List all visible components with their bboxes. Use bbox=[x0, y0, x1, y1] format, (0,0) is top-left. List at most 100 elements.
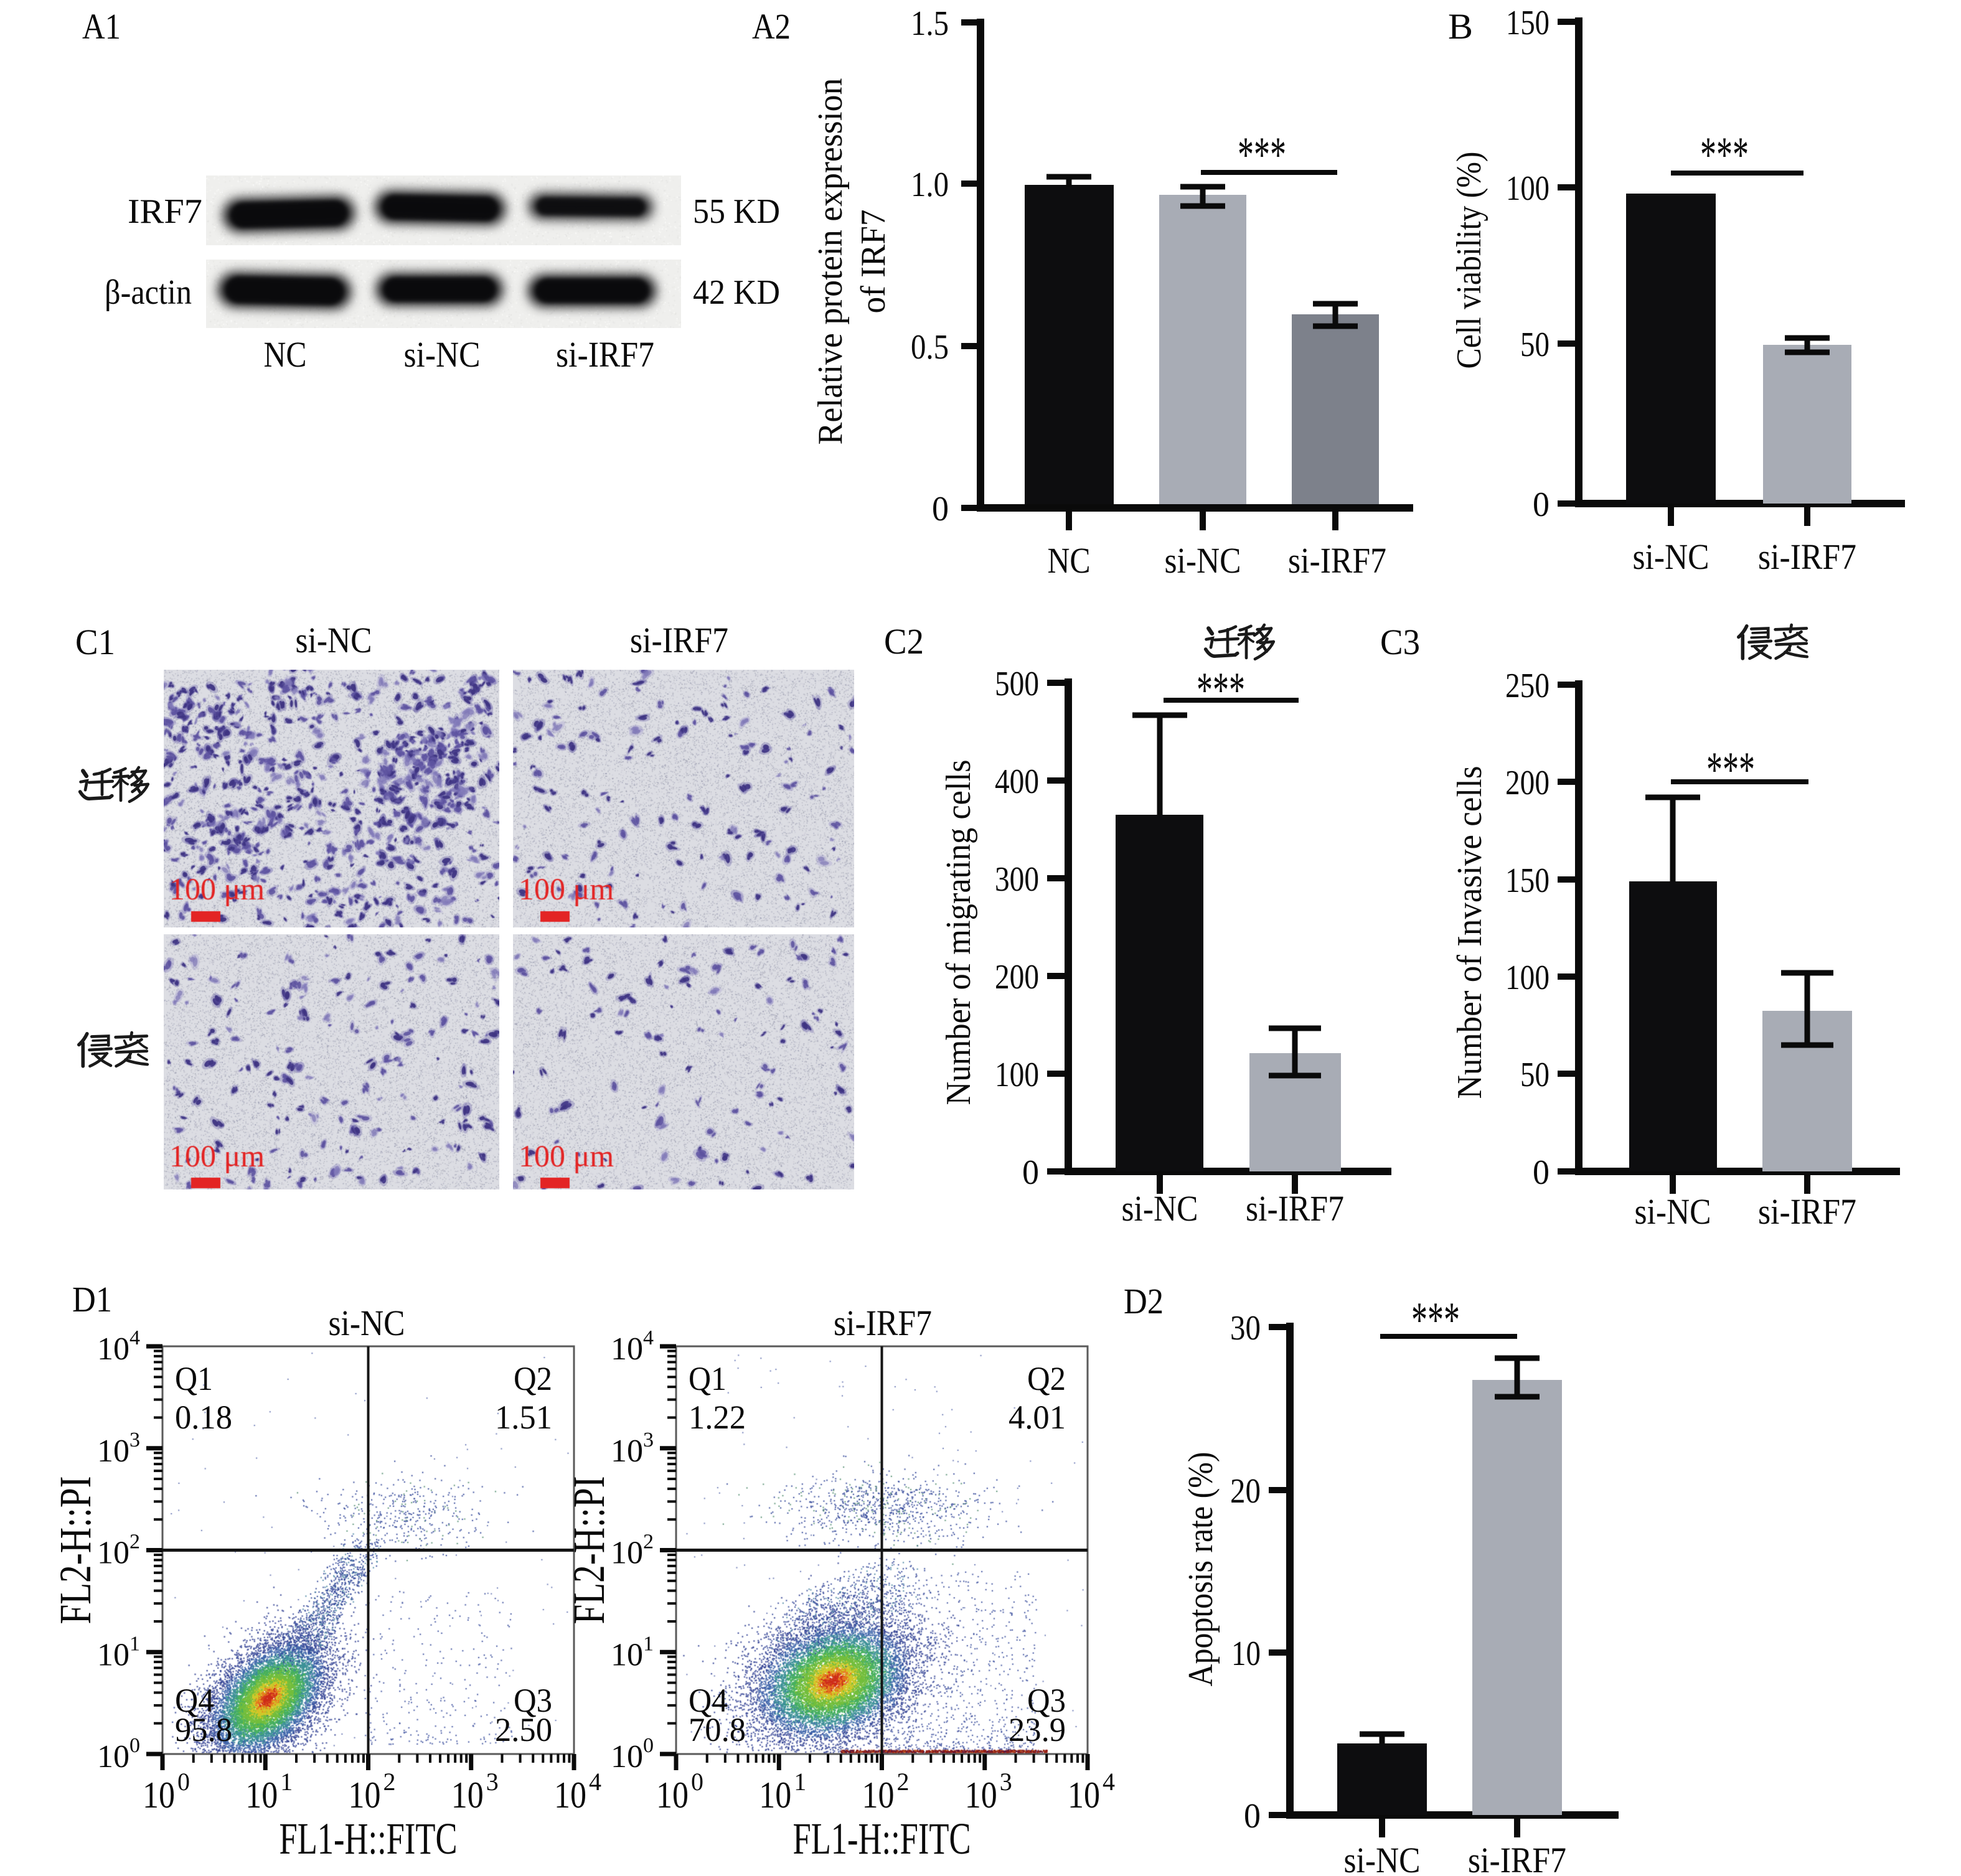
svg-text:1.0: 1.0 bbox=[911, 166, 949, 204]
svg-text:Q3: Q3 bbox=[514, 1682, 552, 1719]
svg-text:10: 10 bbox=[965, 1775, 997, 1816]
svg-text:1.22: 1.22 bbox=[689, 1399, 746, 1436]
svg-text:Q4: Q4 bbox=[175, 1682, 214, 1719]
svg-text:500: 500 bbox=[995, 665, 1039, 703]
svg-text:Q2: Q2 bbox=[514, 1360, 552, 1397]
svg-text:Number of migrating cells: Number of migrating cells bbox=[939, 760, 978, 1105]
svg-text:3: 3 bbox=[486, 1768, 499, 1796]
svg-text:0.5: 0.5 bbox=[911, 328, 949, 367]
svg-text:D2: D2 bbox=[1124, 1281, 1164, 1321]
svg-text:Relative protein expression: Relative protein expression bbox=[811, 78, 850, 445]
svg-text:10: 10 bbox=[1068, 1775, 1100, 1816]
svg-text:***: *** bbox=[1706, 743, 1755, 797]
svg-text:si-IRF7: si-IRF7 bbox=[630, 620, 728, 660]
svg-text:10: 10 bbox=[862, 1775, 895, 1816]
svg-text:0.18: 0.18 bbox=[175, 1399, 232, 1436]
svg-text:A1: A1 bbox=[82, 6, 121, 47]
svg-text:0: 0 bbox=[177, 1768, 190, 1796]
svg-text:si-NC: si-NC bbox=[404, 334, 481, 375]
svg-text:Apoptosis rate (%): Apoptosis rate (%) bbox=[1182, 1452, 1220, 1687]
svg-text:FL1-H::FITC: FL1-H::FITC bbox=[793, 1814, 971, 1864]
svg-text:2: 2 bbox=[383, 1768, 396, 1796]
svg-text:103: 103 bbox=[97, 1428, 140, 1469]
svg-text:0: 0 bbox=[932, 490, 949, 528]
svg-text:0: 0 bbox=[1244, 1797, 1261, 1836]
svg-text:Q2: Q2 bbox=[1027, 1360, 1066, 1397]
svg-text:si-NC: si-NC bbox=[1165, 540, 1241, 581]
svg-text:0: 0 bbox=[1022, 1153, 1039, 1192]
svg-text:1: 1 bbox=[794, 1768, 806, 1796]
svg-text:100: 100 bbox=[1506, 169, 1550, 208]
svg-text:150: 150 bbox=[1505, 861, 1550, 900]
svg-text:2: 2 bbox=[897, 1768, 910, 1796]
svg-text:55 KD: 55 KD bbox=[693, 192, 780, 231]
svg-text:FL2-H::PI: FL2-H::PI bbox=[50, 1476, 100, 1625]
svg-text:IRF7: IRF7 bbox=[128, 192, 202, 231]
svg-text:si-NC: si-NC bbox=[329, 1303, 405, 1343]
svg-text:D1: D1 bbox=[72, 1279, 112, 1320]
svg-text:si-NC: si-NC bbox=[1122, 1188, 1198, 1229]
svg-text:C3: C3 bbox=[1380, 622, 1420, 662]
svg-text:250: 250 bbox=[1505, 667, 1550, 705]
svg-text:30: 30 bbox=[1230, 1309, 1261, 1348]
svg-text:300: 300 bbox=[995, 860, 1039, 899]
svg-text:Q4: Q4 bbox=[689, 1682, 728, 1719]
svg-text:***: *** bbox=[1411, 1293, 1460, 1348]
svg-text:Q3: Q3 bbox=[1027, 1682, 1066, 1719]
svg-text:10: 10 bbox=[451, 1775, 484, 1816]
svg-text:β-actin: β-actin bbox=[105, 273, 192, 312]
svg-text:FL2-H::PI: FL2-H::PI bbox=[564, 1476, 614, 1625]
svg-text:200: 200 bbox=[995, 958, 1039, 997]
svg-text:4: 4 bbox=[1103, 1768, 1115, 1796]
svg-text:10: 10 bbox=[656, 1775, 689, 1816]
svg-text:si-IRF7: si-IRF7 bbox=[556, 334, 654, 375]
svg-text:si-IRF7: si-IRF7 bbox=[834, 1303, 932, 1343]
svg-text:Q1: Q1 bbox=[175, 1360, 213, 1397]
svg-text:150: 150 bbox=[1506, 4, 1550, 42]
svg-text:23.9: 23.9 bbox=[1009, 1711, 1066, 1748]
svg-text:***: *** bbox=[1700, 128, 1749, 182]
svg-text:1.51: 1.51 bbox=[495, 1399, 552, 1436]
svg-text:C1: C1 bbox=[75, 622, 115, 662]
svg-text:si-NC: si-NC bbox=[296, 620, 372, 660]
svg-text:104: 104 bbox=[611, 1326, 654, 1367]
svg-text:si-IRF7: si-IRF7 bbox=[1758, 537, 1856, 577]
svg-text:0: 0 bbox=[691, 1768, 703, 1796]
svg-text:Number of Invasive cells: Number of Invasive cells bbox=[1451, 766, 1489, 1099]
svg-text:si-IRF7: si-IRF7 bbox=[1246, 1188, 1344, 1229]
svg-text:400: 400 bbox=[995, 762, 1039, 801]
svg-text:102: 102 bbox=[97, 1531, 140, 1571]
svg-text:1.5: 1.5 bbox=[911, 4, 949, 43]
svg-text:42 KD: 42 KD bbox=[693, 273, 780, 312]
svg-text:103: 103 bbox=[611, 1428, 654, 1469]
svg-text:si-NC: si-NC bbox=[1633, 537, 1709, 577]
svg-text:***: *** bbox=[1197, 663, 1245, 718]
svg-text:si-NC: si-NC bbox=[1344, 1840, 1421, 1876]
svg-text:2.50: 2.50 bbox=[495, 1711, 552, 1748]
svg-text:95.8: 95.8 bbox=[175, 1711, 232, 1748]
svg-text:si-IRF7: si-IRF7 bbox=[1758, 1191, 1856, 1232]
svg-text:0: 0 bbox=[1533, 485, 1550, 524]
svg-text:101: 101 bbox=[97, 1632, 140, 1672]
svg-text:Cell viability (%): Cell viability (%) bbox=[1450, 152, 1488, 369]
svg-text:0: 0 bbox=[1533, 1153, 1550, 1192]
svg-text:NC: NC bbox=[264, 334, 307, 375]
svg-text:101: 101 bbox=[611, 1632, 654, 1672]
svg-text:100: 100 bbox=[97, 1734, 140, 1775]
svg-text:200: 200 bbox=[1505, 764, 1550, 802]
svg-text:4.01: 4.01 bbox=[1009, 1399, 1066, 1436]
svg-text:102: 102 bbox=[611, 1531, 654, 1571]
svg-text:si-IRF7: si-IRF7 bbox=[1468, 1840, 1566, 1876]
svg-text:NC: NC bbox=[1048, 540, 1091, 581]
svg-text:***: *** bbox=[1238, 128, 1286, 182]
svg-text:si-NC: si-NC bbox=[1635, 1191, 1711, 1232]
svg-text:50: 50 bbox=[1520, 1056, 1550, 1094]
svg-text:FL1-H::FITC: FL1-H::FITC bbox=[280, 1814, 458, 1864]
svg-text:100: 100 bbox=[1505, 959, 1550, 997]
svg-text:20: 20 bbox=[1230, 1472, 1261, 1511]
svg-text:4: 4 bbox=[589, 1768, 601, 1796]
svg-text:10: 10 bbox=[245, 1775, 278, 1816]
svg-text:104: 104 bbox=[97, 1326, 140, 1367]
svg-text:of IRF7: of IRF7 bbox=[854, 210, 893, 314]
svg-text:50: 50 bbox=[1520, 326, 1550, 364]
